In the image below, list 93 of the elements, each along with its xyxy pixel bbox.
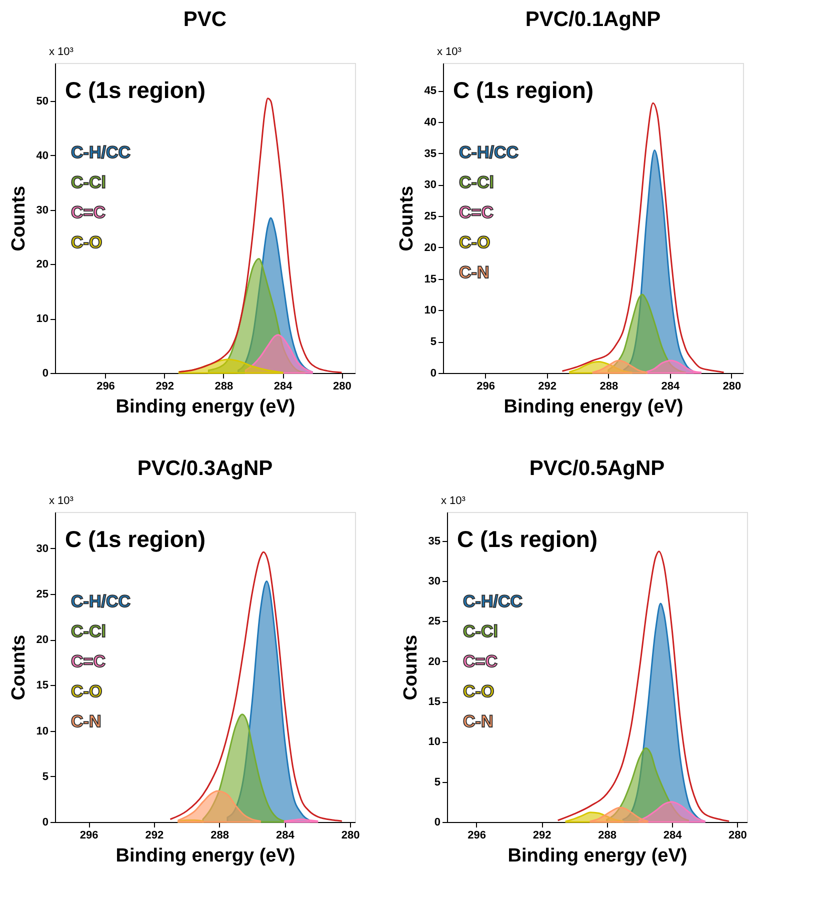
- y-tick-label: 0: [42, 816, 48, 828]
- x-tick-label: 280: [722, 380, 742, 392]
- text: C-O: [71, 233, 102, 252]
- text: x 10³: [437, 46, 462, 58]
- y-tick-label: 40: [424, 116, 436, 128]
- y-tick-label: 20: [36, 634, 48, 646]
- text: x 10³: [49, 46, 74, 58]
- x-tick-label: 284: [274, 380, 294, 392]
- y-tick-label: 15: [36, 680, 48, 692]
- x-tick-label: 292: [538, 380, 557, 392]
- text: C=C: [71, 203, 106, 222]
- x-tick-label: 296: [476, 380, 495, 392]
- line-series: [561, 102, 725, 374]
- chart-title: PVC/0.5AgNP: [529, 457, 665, 480]
- x-tick-label: 296: [96, 380, 115, 392]
- text: C-Cl: [459, 173, 494, 192]
- y-tick-label: 25: [36, 588, 48, 601]
- x-axis-title: Binding energy (eV): [504, 396, 684, 418]
- annotation: C (1s region): [453, 77, 594, 103]
- text: C-H/CC: [71, 143, 130, 162]
- text: C-N: [71, 712, 102, 731]
- y-axis-title: Counts: [8, 186, 30, 252]
- x-tick-label: 280: [728, 830, 747, 842]
- text: C=C: [459, 203, 494, 222]
- x-tick-label: 280: [341, 830, 360, 842]
- line-series: [557, 550, 730, 822]
- text: C-Cl: [463, 622, 498, 641]
- y-tick-label: 30: [36, 542, 48, 555]
- x-tick-label: 288: [600, 380, 618, 392]
- text: C=C: [71, 652, 106, 671]
- x-tick-label: 280: [333, 380, 352, 392]
- x-axis-title: Binding energy (eV): [508, 846, 688, 866]
- x-tick-label: 296: [468, 830, 486, 842]
- line-series: [170, 551, 343, 822]
- y-tick-label: 20: [428, 656, 440, 668]
- text: x 10³: [49, 495, 74, 507]
- y-tick-label: 25: [428, 616, 440, 628]
- y-tick-label: 20: [36, 258, 48, 271]
- x-tick-label: 288: [210, 830, 229, 842]
- y-tick-label: 0: [42, 368, 48, 380]
- text: C-O: [459, 233, 490, 252]
- y-tick-label: 5: [42, 770, 48, 783]
- y-tick-label: 30: [424, 179, 436, 192]
- y-tick-label: 10: [36, 725, 48, 738]
- y-tick-label: 20: [424, 242, 436, 254]
- y-tick-label: 40: [36, 150, 48, 162]
- text: C-O: [71, 682, 102, 701]
- y-tick-label: 5: [434, 776, 440, 788]
- annotation: C (1s region): [65, 526, 206, 552]
- x-tick-label: 292: [145, 830, 164, 842]
- y-tick-label: 10: [424, 304, 436, 317]
- text: C=C: [463, 652, 498, 671]
- y-tick-label: 25: [424, 210, 436, 223]
- y-axis-title: Counts: [400, 634, 422, 700]
- y-tick-label: 15: [428, 696, 440, 708]
- text: C-H/CC: [463, 592, 522, 611]
- y-tick-label: 45: [424, 85, 436, 98]
- y-tick-label: 10: [428, 736, 440, 748]
- x-tick-label: 292: [532, 830, 552, 842]
- chart-title: PVC: [183, 8, 227, 31]
- y-tick-label: 30: [428, 576, 440, 588]
- x-tick-label: 288: [214, 380, 234, 392]
- x-tick-label: 296: [80, 830, 98, 842]
- x-tick-label: 288: [598, 830, 616, 842]
- x-axis-title: Binding energy (eV): [116, 846, 296, 866]
- y-tick-label: 10: [36, 313, 48, 326]
- y-tick-label: 35: [424, 148, 436, 160]
- x-axis-title: Binding energy (eV): [116, 396, 296, 418]
- annotation: C (1s region): [457, 526, 598, 552]
- y-tick-label: 35: [428, 535, 440, 548]
- text: C-N: [459, 263, 490, 282]
- y-axis-title: Counts: [396, 186, 418, 252]
- text: C-O: [463, 682, 494, 701]
- text: C-H/CC: [71, 592, 130, 611]
- x-tick-label: 284: [663, 830, 683, 842]
- x-tick-label: 284: [661, 380, 680, 392]
- text: x 10³: [441, 495, 466, 507]
- y-tick-label: 15: [424, 273, 436, 286]
- y-axis-title: Counts: [8, 634, 30, 700]
- text: C-Cl: [71, 622, 106, 641]
- text: C-N: [463, 712, 494, 731]
- x-tick-label: 284: [276, 830, 296, 842]
- y-tick-label: 0: [434, 816, 440, 828]
- y-tick-label: 50: [36, 96, 48, 108]
- text: C-Cl: [71, 173, 106, 192]
- y-tick-label: 5: [430, 336, 436, 348]
- y-tick-label: 30: [36, 204, 48, 216]
- chart-title: PVC/0.1AgNP: [525, 8, 661, 31]
- text: C-H/CC: [459, 143, 518, 162]
- y-tick-label: 0: [430, 368, 436, 380]
- chart-title: PVC/0.3AgNP: [137, 457, 273, 480]
- x-tick-label: 292: [156, 380, 174, 392]
- annotation: C (1s region): [65, 77, 206, 103]
